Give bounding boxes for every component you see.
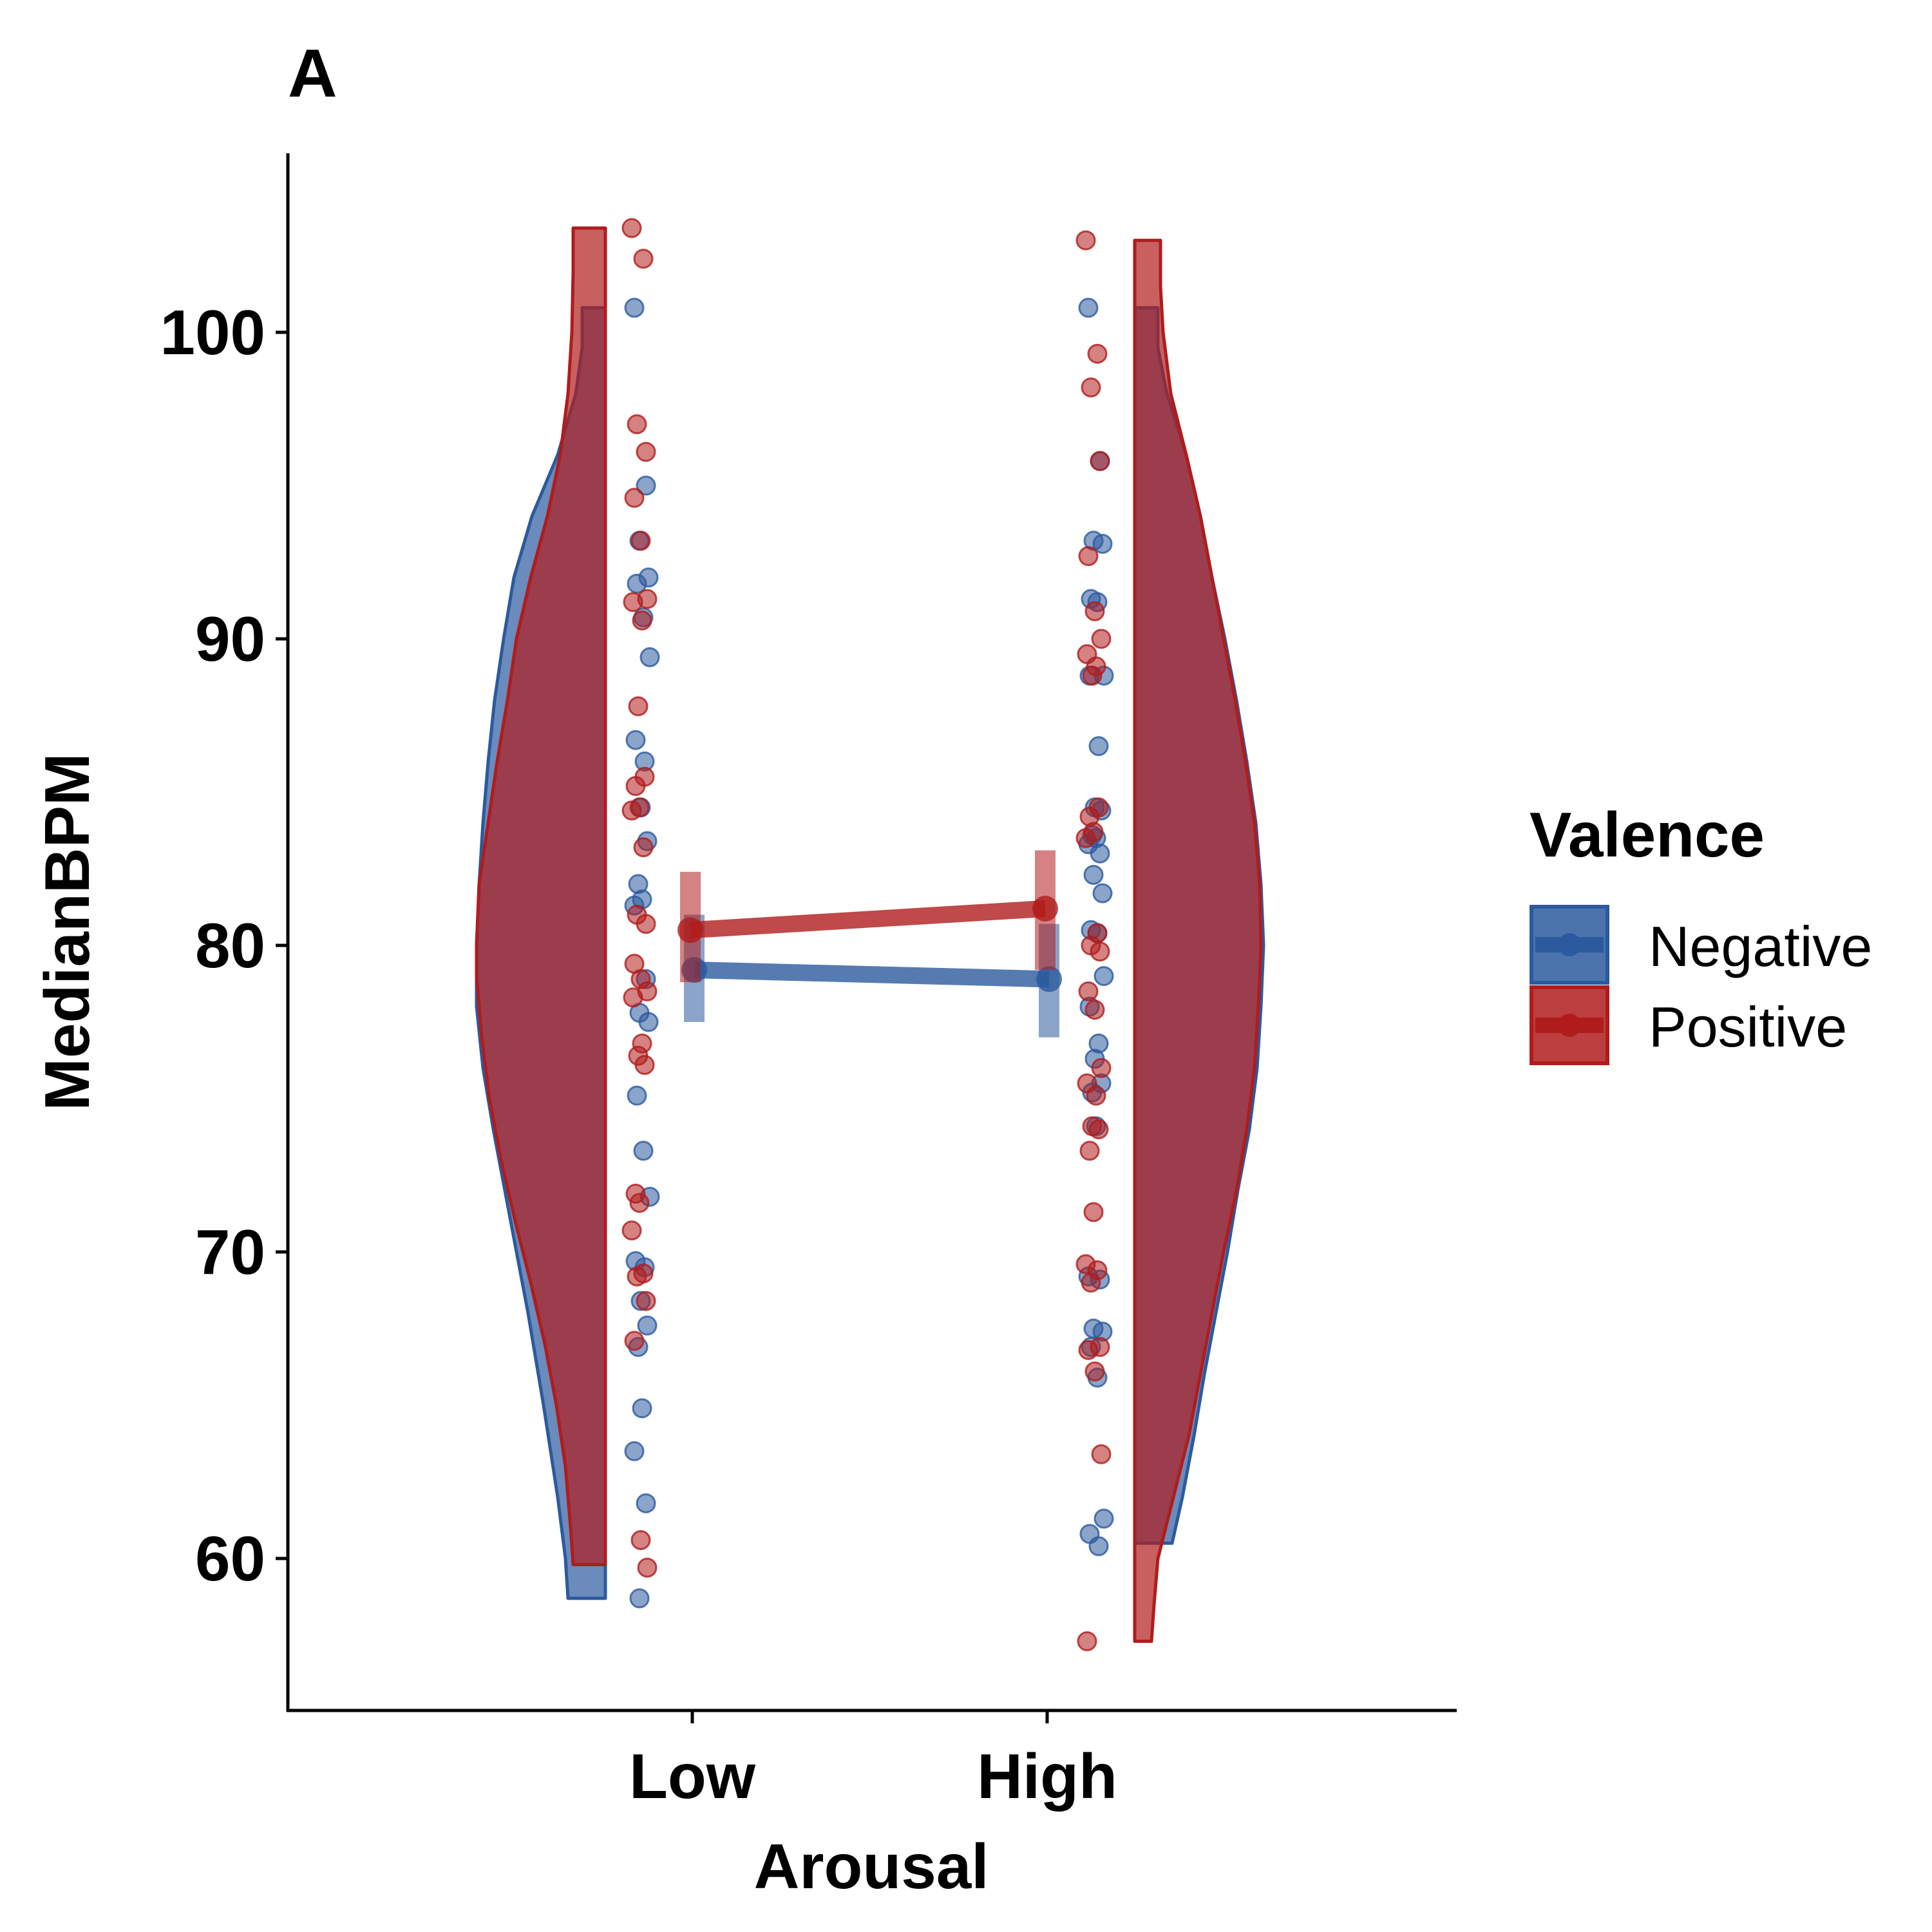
violins-layer <box>475 226 1265 1643</box>
mean-point-positive <box>1032 895 1058 922</box>
x-ticks: Low High <box>629 1710 1117 1812</box>
data-point <box>1082 665 1103 686</box>
data-point <box>639 647 660 668</box>
data-point <box>1077 1631 1097 1652</box>
data-point <box>636 442 656 462</box>
data-point <box>1083 1202 1104 1222</box>
data-point <box>630 531 651 551</box>
data-point <box>1078 1340 1099 1360</box>
legend-label: Negative <box>1649 914 1872 978</box>
data-point <box>1092 883 1113 904</box>
data-point <box>1086 1085 1106 1106</box>
data-point <box>1079 1141 1100 1161</box>
data-point <box>634 1055 655 1075</box>
data-point <box>1094 1508 1114 1529</box>
axes: 60 70 80 90 100 Low High <box>160 153 1457 1812</box>
summary-layer <box>677 850 1062 1037</box>
data-point <box>1084 601 1105 621</box>
panel-label: A <box>288 35 337 111</box>
legend-item-negative: Negative <box>1530 905 1872 985</box>
data-point <box>633 1141 654 1161</box>
data-point <box>636 1493 656 1513</box>
legend-label: Positive <box>1649 995 1847 1059</box>
data-point <box>1084 1361 1105 1382</box>
y-tick-label: 90 <box>195 603 265 674</box>
mean-point-positive <box>677 917 703 943</box>
data-point <box>633 837 654 858</box>
data-point <box>1088 1119 1109 1140</box>
violin-positive-high <box>1133 238 1263 1643</box>
data-point <box>1090 451 1110 471</box>
data-point <box>624 298 645 318</box>
data-point <box>633 249 654 269</box>
data-point <box>1075 230 1096 251</box>
data-point <box>621 800 642 821</box>
data-point <box>1091 1057 1112 1078</box>
data-point <box>632 1398 652 1419</box>
data-point <box>637 1315 658 1336</box>
data-point <box>625 775 646 796</box>
data-point <box>636 475 656 496</box>
x-tick-label: High <box>977 1741 1117 1812</box>
data-point <box>627 1266 647 1287</box>
mean-point-negative <box>1036 966 1062 992</box>
data-point <box>628 696 649 717</box>
y-ticks: 60 70 80 90 100 <box>160 297 288 1594</box>
data-point <box>627 414 647 435</box>
data-point <box>636 914 656 934</box>
data-point <box>621 218 642 238</box>
data-point <box>627 573 647 594</box>
data-point <box>630 1530 651 1550</box>
data-point <box>621 1220 642 1241</box>
mean-line-positive <box>690 900 1046 939</box>
legend-key-point <box>1558 1014 1581 1037</box>
data-point <box>1078 298 1099 318</box>
data-point <box>629 1588 650 1609</box>
data-point <box>624 1441 645 1461</box>
data-point <box>1090 843 1110 864</box>
y-tick-label: 80 <box>195 910 265 981</box>
y-tick-label: 60 <box>195 1523 265 1594</box>
points-layer <box>621 218 1114 1652</box>
violin-positive-low <box>475 226 607 1567</box>
data-point <box>624 488 645 508</box>
data-point <box>624 1331 645 1351</box>
data-point <box>623 592 643 612</box>
data-point <box>1088 1536 1109 1557</box>
data-point <box>627 1085 647 1106</box>
data-point <box>632 610 652 630</box>
data-point <box>1078 981 1099 1001</box>
data-point <box>1083 865 1104 886</box>
data-point <box>1090 942 1110 962</box>
data-point <box>636 1291 656 1311</box>
data-point <box>629 1193 650 1213</box>
data-point <box>637 1557 658 1578</box>
data-point <box>1081 1273 1101 1293</box>
data-point <box>1084 999 1105 1020</box>
mean-line-negative <box>694 961 1050 988</box>
legend-title: Valence <box>1530 799 1765 870</box>
y-axis-title: MedianBPM <box>32 753 102 1110</box>
data-point <box>1081 377 1101 398</box>
data-point <box>1078 545 1099 566</box>
data-point <box>1091 629 1112 649</box>
data-point <box>1094 966 1114 987</box>
data-point <box>1092 533 1113 554</box>
legend-item-positive: Positive <box>1530 985 1847 1065</box>
legend-key-point <box>1558 933 1581 956</box>
data-point <box>638 1012 659 1032</box>
y-tick-label: 100 <box>160 297 265 368</box>
x-tick-label: Low <box>629 1741 756 1812</box>
legend: Valence Negative Positive <box>1530 799 1872 1065</box>
data-point <box>623 987 643 1008</box>
data-point <box>1088 736 1109 757</box>
data-point <box>1091 1444 1112 1464</box>
y-tick-label: 70 <box>195 1217 265 1287</box>
legend-items: Negative Positive <box>1530 905 1872 1065</box>
x-axis-title: Arousal <box>754 1831 989 1902</box>
data-point <box>1087 343 1108 364</box>
data-point <box>625 730 646 750</box>
data-point <box>1075 828 1096 848</box>
